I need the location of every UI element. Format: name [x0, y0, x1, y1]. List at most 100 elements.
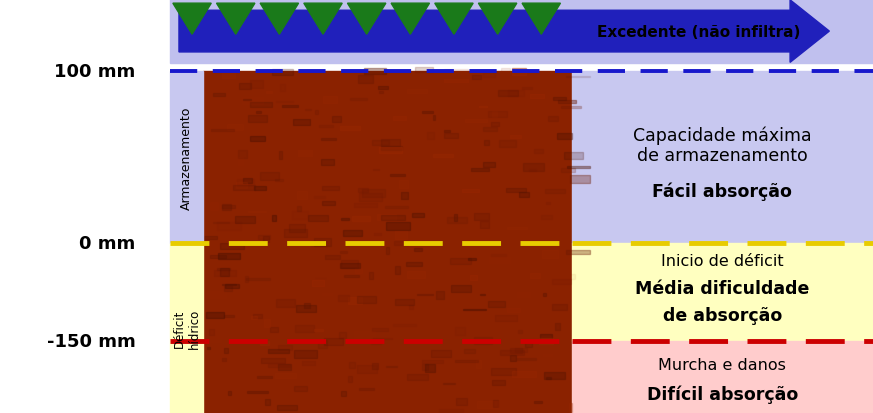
Bar [423, 364, 428, 370]
Text: Déficit: Déficit [173, 309, 186, 347]
Bar [378, 87, 388, 89]
Bar [387, 222, 410, 230]
Bar [325, 255, 340, 259]
Bar [272, 216, 277, 221]
Polygon shape [347, 4, 386, 35]
Bar [217, 268, 230, 271]
Bar [340, 263, 361, 268]
Bar [373, 169, 379, 171]
Bar [339, 332, 346, 338]
Bar [433, 155, 453, 157]
Bar [246, 278, 271, 280]
Bar [498, 91, 518, 97]
Bar [380, 147, 402, 154]
Bar [277, 405, 297, 411]
Text: -150 mm: -150 mm [46, 332, 135, 350]
Bar [395, 266, 400, 274]
Bar [324, 338, 343, 346]
Bar [250, 81, 263, 88]
Bar [506, 228, 527, 229]
Bar [214, 271, 237, 276]
Bar [222, 205, 231, 210]
Bar [531, 273, 540, 278]
Bar [170, 72, 203, 244]
Bar [258, 235, 270, 240]
Bar [439, 409, 463, 412]
Bar [292, 212, 308, 219]
Bar [352, 217, 370, 221]
Bar [470, 275, 478, 280]
Bar [371, 339, 381, 344]
Bar [359, 388, 375, 390]
Bar [408, 341, 416, 342]
Text: de armazenamento: de armazenamento [637, 147, 808, 165]
Bar [254, 187, 266, 190]
Bar [379, 92, 382, 94]
Bar [479, 294, 485, 295]
Bar [293, 120, 310, 126]
Bar [483, 128, 498, 131]
Bar [518, 330, 522, 333]
Bar [251, 316, 257, 319]
Bar [364, 69, 386, 75]
Bar [233, 185, 255, 191]
Bar [480, 221, 489, 229]
Bar [417, 294, 433, 295]
Bar [423, 112, 433, 114]
Bar [238, 151, 246, 159]
Bar [474, 213, 489, 220]
Bar [423, 360, 443, 363]
Bar [506, 188, 526, 192]
Bar [170, 0, 873, 64]
Bar [552, 279, 571, 284]
Bar [220, 243, 244, 249]
Bar [207, 347, 210, 349]
Bar [278, 152, 282, 160]
Bar [268, 364, 290, 367]
Bar [432, 116, 436, 121]
Bar [484, 141, 489, 145]
Bar [565, 199, 568, 204]
Text: hídrico: hídrico [188, 308, 201, 349]
Bar [313, 280, 324, 287]
Bar [235, 216, 255, 224]
Bar [376, 354, 383, 362]
Bar [394, 241, 409, 246]
Bar [242, 98, 264, 105]
Bar [248, 211, 266, 213]
Bar [385, 207, 408, 209]
Polygon shape [435, 4, 473, 35]
Bar [395, 299, 414, 305]
Bar [210, 255, 226, 259]
Bar [512, 371, 536, 377]
Bar [395, 232, 407, 240]
Bar [390, 174, 405, 176]
Bar [522, 88, 532, 90]
Bar [491, 380, 505, 385]
Bar [320, 219, 337, 221]
Bar [275, 180, 283, 181]
Bar [542, 250, 558, 258]
Bar [567, 251, 590, 254]
Bar [260, 172, 279, 180]
Bar [359, 194, 382, 202]
Bar [222, 71, 235, 78]
Bar [341, 261, 358, 268]
Bar [340, 391, 346, 396]
Bar [236, 182, 247, 189]
Bar [552, 274, 574, 279]
Bar [265, 320, 271, 327]
Bar [340, 127, 361, 130]
Bar [223, 286, 232, 291]
Bar [304, 303, 310, 308]
Bar [557, 133, 572, 140]
Bar [450, 258, 471, 264]
Bar [320, 138, 336, 141]
Bar [544, 372, 565, 379]
Bar [510, 356, 516, 361]
Bar [569, 404, 572, 412]
Bar [0, 0, 170, 413]
Bar [372, 363, 378, 369]
Bar [348, 297, 362, 305]
Polygon shape [260, 4, 299, 35]
